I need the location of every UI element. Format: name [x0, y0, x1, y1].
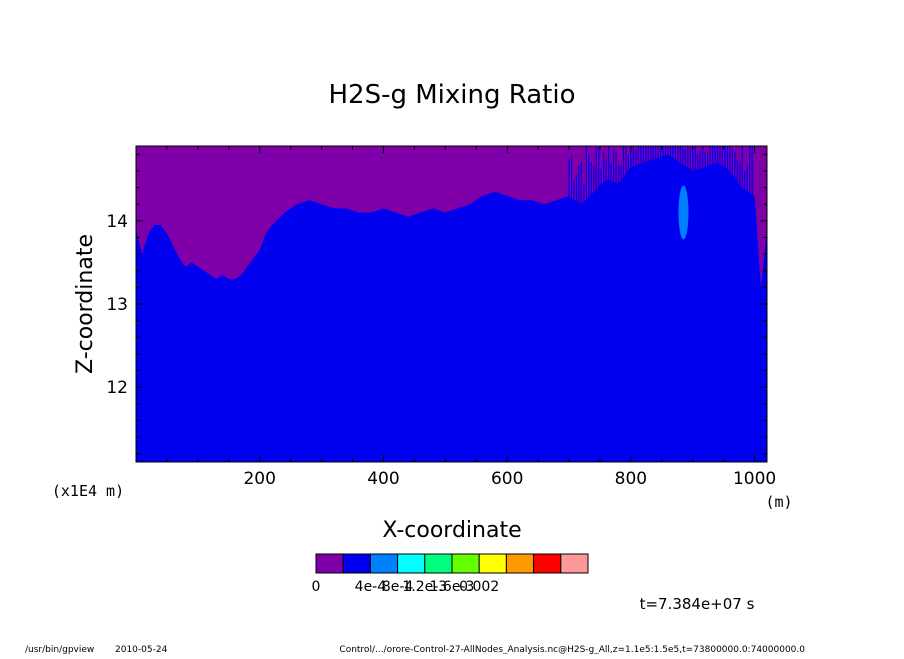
y-tick-label: 13	[106, 295, 128, 315]
program-label: /usr/bin/gpview	[25, 645, 94, 654]
colorbar-label: 0	[312, 579, 321, 595]
colorbar-cell	[505, 553, 535, 574]
y-tick-label: 14	[106, 212, 128, 232]
y-axis-ticks: 12 13 14	[106, 153, 767, 455]
colorbar-cell	[533, 553, 562, 574]
colorbar-label: 0.002	[459, 579, 499, 595]
colorbar-cell	[369, 553, 399, 574]
plot-area	[136, 146, 767, 462]
chart-title: H2S-g Mixing Ratio	[328, 80, 575, 110]
x-axis-ticks: 200 400 600 800 1000	[166, 146, 776, 489]
x-tick-label: 1000	[733, 469, 776, 489]
colorbar-labels: 0 4e-48e-41.2e-31.6e-30.002	[312, 579, 500, 595]
colorbar-cell	[397, 553, 426, 574]
colorbar-cell	[560, 553, 589, 574]
colorbar-label: 1.2e-3	[402, 579, 447, 595]
colorbar	[315, 553, 589, 574]
spike-features	[568, 146, 753, 205]
colorbar-cell	[342, 553, 371, 574]
y-axis-label: Z-coordinate	[73, 234, 98, 374]
x-tick-label: 400	[367, 469, 399, 489]
source-label: Control/.../orore-Control-27-AllNodes_An…	[339, 645, 805, 654]
contour-blob	[678, 185, 689, 240]
colorbar-cell	[451, 553, 480, 574]
y-axis-unit: (x1E4 m)	[52, 482, 124, 500]
colorbar-label: 8e-4	[382, 579, 414, 595]
colorbar-label: 4e-4	[355, 579, 387, 595]
colorbar-cell	[315, 553, 344, 574]
colorbar-cell	[424, 553, 453, 574]
x-axis-unit: (m)	[765, 493, 792, 511]
x-tick-label: 800	[615, 469, 647, 489]
y-tick-label: 12	[106, 378, 128, 398]
x-axis-label: X-coordinate	[382, 518, 521, 543]
date-label: 2010-05-24	[115, 645, 168, 654]
colorbar-cell	[478, 553, 507, 574]
x-tick-label: 200	[243, 469, 275, 489]
x-tick-label: 600	[491, 469, 523, 489]
zero-level-fill	[136, 146, 767, 288]
colorbar-label: 1.6e-3	[430, 579, 475, 595]
time-label: t=7.384e+07 s	[640, 595, 755, 613]
